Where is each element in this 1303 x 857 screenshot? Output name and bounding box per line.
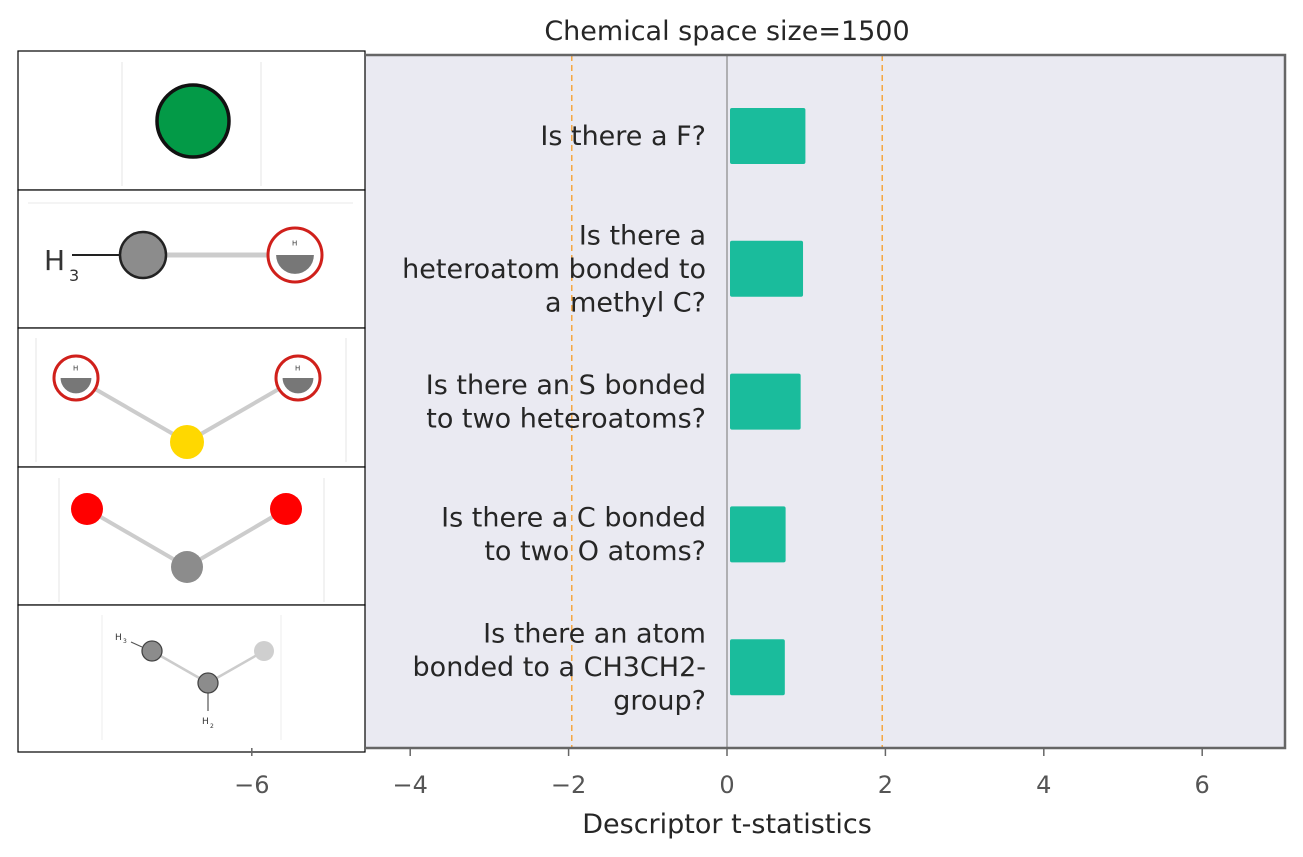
category-label-line: Is there an atom <box>483 619 706 650</box>
category-label-line: to two heteroatoms? <box>426 403 706 434</box>
molecule-image-frame <box>17 604 366 753</box>
x-tick-label: 0 <box>719 771 734 799</box>
category-label-line: a methyl C? <box>545 287 706 318</box>
atom-label-subscript: 3 <box>69 266 79 285</box>
faded-atom <box>254 641 274 661</box>
hydrogen-atom-label: H <box>295 364 300 372</box>
category-label-1: Is there a F? <box>540 121 706 152</box>
bond <box>130 641 143 648</box>
carbon-atom <box>171 551 203 583</box>
atom-label: H <box>115 633 122 643</box>
x-tick-label: 6 <box>1195 771 1210 799</box>
x-axis-label: Descriptor t-statistics <box>582 809 872 840</box>
ethyl-group-fragment-icon: H 3H 2 <box>17 604 366 753</box>
carbon-atom <box>118 230 168 280</box>
x-tick-label: −2 <box>551 771 586 799</box>
carbon-atom <box>197 672 219 694</box>
x-tick-label: 4 <box>1036 771 1051 799</box>
category-label-line: Is there an S bonded <box>426 370 706 401</box>
molecule-image-frame <box>17 466 366 606</box>
atom-label: H <box>202 717 209 727</box>
x-tick-label: −4 <box>393 771 428 799</box>
bar-2 <box>730 240 804 297</box>
bar-1 <box>730 108 806 164</box>
atom-label-subscript: 3 <box>123 638 127 645</box>
hydrogen-atom-label: H <box>73 364 78 372</box>
x-axis: −6 −4 −2 0 2 4 6 <box>234 748 1210 799</box>
hydrogen-atom-shading <box>276 255 314 274</box>
methyl-heteroatom-fragment-icon: H 3H <box>17 189 366 329</box>
bar-3 <box>730 373 801 430</box>
bar-5 <box>730 639 785 696</box>
category-label-4: Is there a C bonded to two O atoms? <box>441 503 706 568</box>
category-label-line: bonded to a CH3CH2- <box>413 652 706 683</box>
bar-4 <box>730 506 786 563</box>
category-label-line: Is there a F? <box>540 121 706 152</box>
oxygen-atom <box>270 493 302 525</box>
hydrogen-atom-label: H <box>292 240 297 248</box>
category-label-line: to two O atoms? <box>484 536 706 567</box>
sulfur-atom <box>170 425 204 459</box>
category-label-2: Is there a heteroatom bonded to a methyl C… <box>402 220 706 318</box>
bond <box>207 649 265 685</box>
atom-label-subscript: 2 <box>210 723 214 730</box>
carbon-two-oxygens-fragment-icon <box>17 466 366 606</box>
carbon-atom <box>141 640 163 662</box>
oxygen-atom <box>71 493 103 525</box>
category-label-line: heteroatom bonded to <box>402 254 706 285</box>
category-label-line: Is there a <box>579 220 706 251</box>
category-label-line: Is there a C bonded <box>441 503 706 534</box>
hydrogen-atom-shading <box>60 378 92 394</box>
axes-frame <box>365 53 1287 750</box>
fluorine-atom <box>155 83 231 159</box>
bond <box>185 507 288 569</box>
fluorine-atom-icon <box>17 50 366 191</box>
x-tick-label: 2 <box>878 771 893 799</box>
x-tick-label: −6 <box>234 771 269 799</box>
category-label-3: Is there an S bonded to two heteroatoms? <box>426 370 706 435</box>
category-label-line: group? <box>613 686 706 717</box>
plot-background <box>365 55 1285 748</box>
bond <box>85 507 189 569</box>
hydrogen-atom-shading <box>282 378 314 394</box>
molecule-image-panel: H 3HH HH 3H 2 <box>17 50 366 753</box>
chart-title: Chemical space size=1500 <box>544 16 909 47</box>
atom-label: H <box>44 244 65 277</box>
category-label-5: Is there an atom bonded to a CH3CH2-group… <box>413 619 706 717</box>
bond <box>151 649 209 685</box>
